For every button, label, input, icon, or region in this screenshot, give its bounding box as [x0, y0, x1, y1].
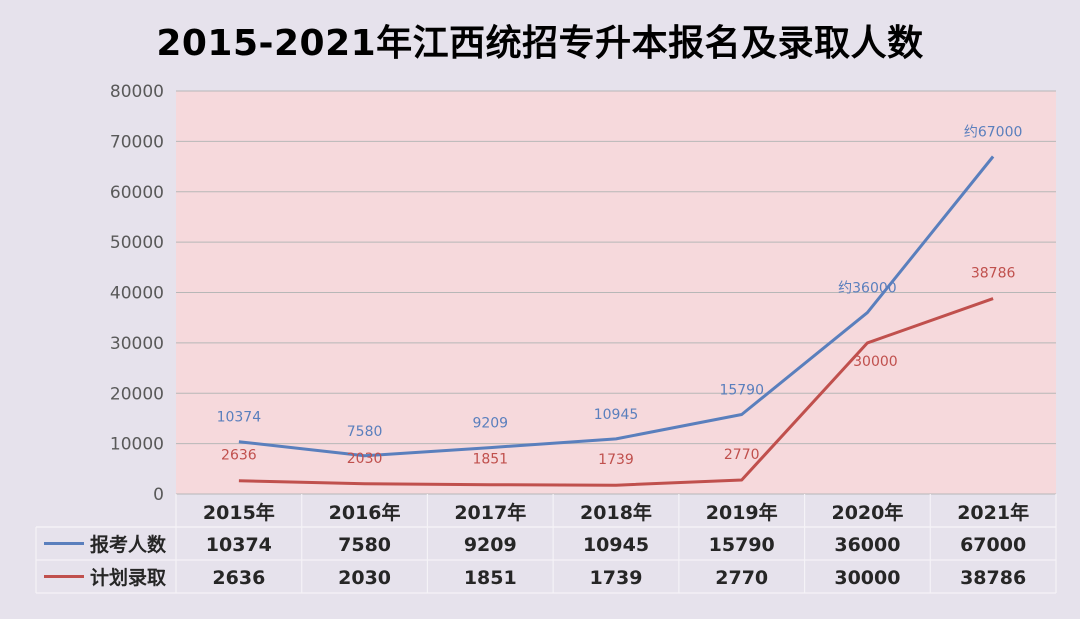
- table-cell: 1739: [590, 567, 643, 589]
- data-label: 约36000: [838, 281, 897, 297]
- data-label: 约67000: [964, 124, 1023, 140]
- table-cell: 10945: [583, 534, 649, 556]
- data-label: 10374: [217, 410, 262, 426]
- legend-label: 报考人数: [90, 533, 167, 556]
- y-tick-label: 40000: [110, 284, 164, 304]
- x-tick-label: 2019年: [706, 501, 778, 524]
- data-label: 30000: [853, 354, 898, 370]
- table-cell: 7580: [338, 534, 391, 556]
- table-cell: 2030: [338, 567, 391, 589]
- table-cell: 15790: [709, 534, 775, 556]
- y-tick-label: 0: [153, 485, 164, 505]
- table-cell: 38786: [960, 567, 1026, 589]
- table-cell: 67000: [960, 534, 1026, 556]
- data-label: 2030: [347, 451, 383, 467]
- data-label: 10945: [594, 407, 639, 423]
- y-tick-label: 60000: [110, 183, 164, 203]
- y-tick-label: 80000: [110, 82, 164, 102]
- data-label: 9209: [472, 416, 508, 432]
- x-tick-label: 2015年: [203, 501, 275, 524]
- y-tick-label: 30000: [110, 334, 164, 354]
- x-tick-label: 2020年: [831, 501, 903, 524]
- y-tick-label: 10000: [110, 435, 164, 455]
- y-tick-label: 70000: [110, 132, 164, 152]
- table-cell: 2636: [212, 567, 265, 589]
- series-lines: [238, 155, 995, 487]
- data-label: 1851: [472, 452, 508, 468]
- y-tick-label: 20000: [110, 384, 164, 404]
- series-line: [238, 297, 994, 487]
- x-tick-label: 2021年: [957, 501, 1029, 524]
- legend-label: 计划录取: [90, 566, 166, 589]
- table-cell: 10374: [206, 534, 272, 556]
- data-label: 1739: [598, 452, 634, 468]
- table-cell: 9209: [464, 534, 517, 556]
- series-line: [238, 155, 995, 458]
- y-axis: 0 10000 20000 30000 40000 50000 60000 70000 8000…: [110, 82, 164, 505]
- x-tick-label: 2016年: [329, 501, 401, 524]
- data-label: 2770: [724, 447, 760, 463]
- chart-title: 2015-2021年江西统招专升本报名及录取人数: [156, 23, 924, 64]
- x-tick-label: 2018年: [580, 501, 652, 524]
- gridlines: [176, 90, 1056, 495]
- table-cell: 2770: [715, 567, 768, 589]
- data-labels: 10374 7580 9209 10945 15790 约36000 约67000 2636 2…: [217, 124, 1023, 468]
- x-tick-label: 2017年: [454, 501, 526, 524]
- table-cell: 1851: [464, 567, 517, 589]
- data-label: 7580: [347, 424, 383, 440]
- table-cell: 30000: [834, 567, 900, 589]
- y-tick-label: 50000: [110, 233, 164, 253]
- data-label: 2636: [221, 448, 257, 464]
- table-cell: 36000: [834, 534, 900, 556]
- data-label: 38786: [971, 266, 1016, 282]
- data-label: 15790: [719, 382, 764, 398]
